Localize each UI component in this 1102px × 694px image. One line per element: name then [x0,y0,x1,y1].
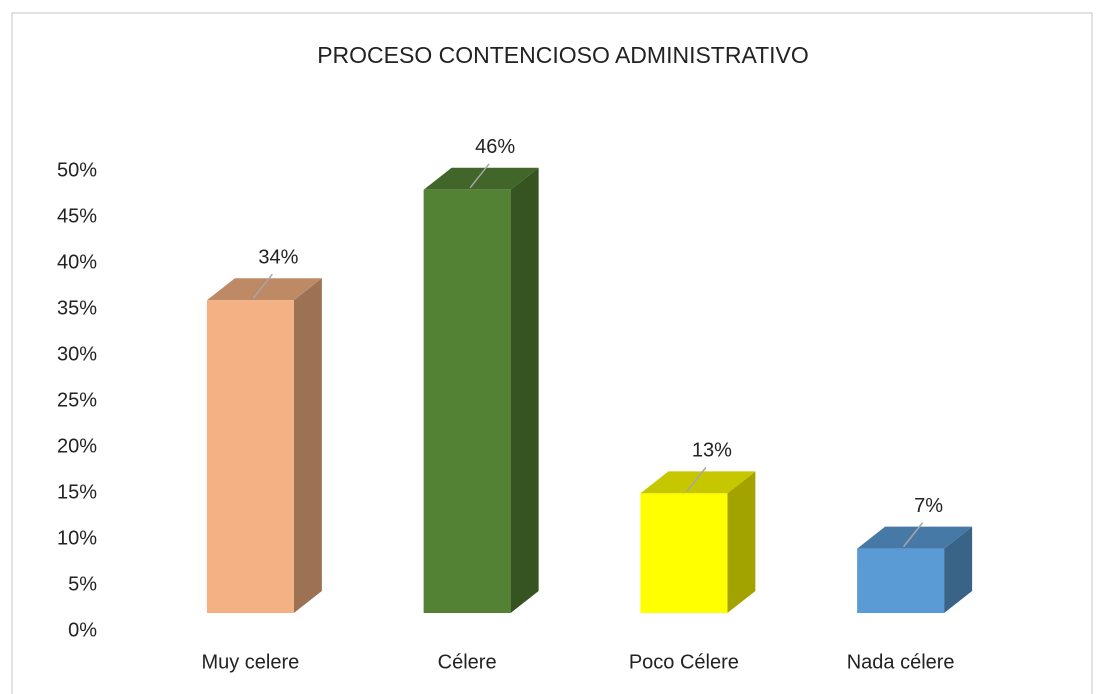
y-tick-label: 5% [68,573,97,595]
y-tick-label: 10% [57,527,97,549]
leader-line [686,466,707,492]
y-tick-label: 45% [57,205,97,227]
data-label: 46% [475,136,515,158]
bar-top [640,471,756,494]
bar-top [857,526,973,549]
x-tick-label: Nada célere [847,651,955,673]
data-label: 34% [258,246,298,268]
bar-side [510,167,539,614]
x-tick-label: Célere [438,651,497,673]
y-tick-label: 30% [57,343,97,365]
y-tick-label: 0% [68,619,97,641]
bar-side [727,471,756,613]
chart-title: PROCESO CONTENCIOSO ADMINISTRATIVO [317,42,809,68]
y-tick-label: 35% [57,297,97,319]
bar [640,493,728,613]
bar [857,548,945,613]
leader-line [903,522,924,548]
y-tick-label: 25% [57,389,97,411]
leader-line [252,273,273,299]
data-label: 7% [914,495,943,517]
bar [206,300,294,613]
bar-top [423,167,539,190]
y-tick-label: 20% [57,435,97,457]
leader-line [469,163,490,189]
data-label: 13% [692,440,732,462]
y-tick-label: 15% [57,481,97,503]
y-tick-label: 40% [57,251,97,273]
bar [423,189,511,614]
bar-side [293,278,322,613]
bar-side [944,526,973,613]
bar-top [206,278,322,301]
x-tick-label: Muy celere [201,651,299,673]
x-tick-label: Poco Célere [629,651,739,673]
y-tick-label: 50% [57,159,97,181]
